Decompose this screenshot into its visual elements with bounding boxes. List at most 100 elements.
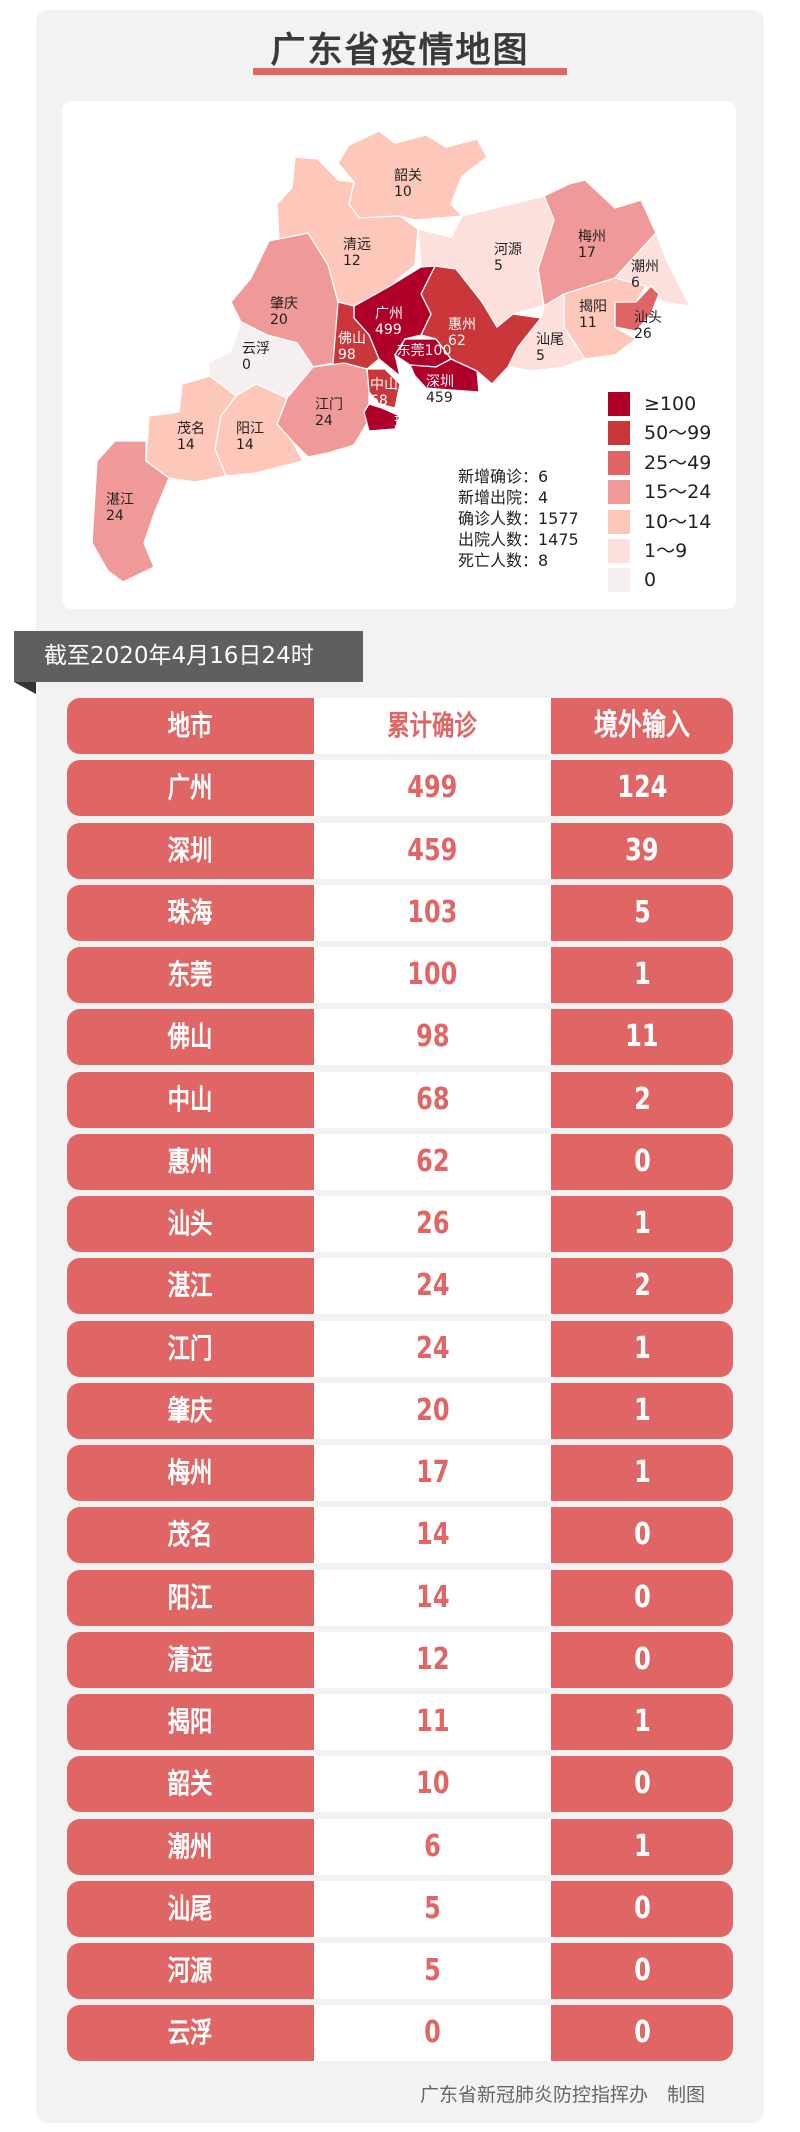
cell-text: 中山 [168,1082,213,1116]
cell-text: 揭阳 [168,1705,213,1738]
cell-text: 肇庆 [168,1393,213,1427]
table-row: 梅州 17 1 [67,1445,733,1501]
region-name: 茂名 [177,421,205,437]
region-count: 26 [634,326,652,342]
table-row: 韶关 10 0 [67,1756,733,1813]
cell-text: 1 [633,1704,651,1739]
map-label-qingyuan: 清远 12 [343,237,371,269]
map-stats: 新增确诊：6 新增出院：4 确诊人数：1577 出院人数：1475 死亡人数：8 [458,466,579,571]
cell-confirmed: 100 [314,947,551,1003]
legend-swatch [608,539,630,563]
cell-confirmed: 12 [314,1631,551,1688]
region-count: 100 [424,343,452,359]
map-label-meizhou: 梅州 17 [578,229,606,261]
cell-text: 阳江 [168,1580,213,1614]
cell-confirmed: 14 [314,1507,551,1564]
cell-text: 0 [424,2015,441,2051]
cell-confirmed: 5 [314,1880,551,1937]
cell-text: 0 [633,1579,651,1615]
cell-text: 潮州 [168,1829,213,1863]
cell-city: 江门 [67,1320,314,1377]
stat-new-confirmed: 新增确诊：6 [458,467,549,486]
cell-text: 东莞 [168,958,213,991]
cell-text: 0 [633,1517,651,1553]
cell-text: 24 [415,1268,450,1304]
legend-swatch [608,450,630,475]
cell-confirmed: 499 [314,760,551,817]
cell-city: 中山 [67,1071,314,1128]
cell-text: 佛山 [168,1020,213,1054]
cell-confirmed: 14 [314,1569,551,1626]
table-row: 汕头 26 1 [67,1196,733,1252]
cell-imported: 0 [551,1880,733,1937]
region-count: 98 [338,347,356,363]
cell-text: 江门 [168,1331,213,1365]
cell-imported: 0 [551,2005,733,2062]
region-count: 14 [177,437,195,453]
region-name: 阳江 [236,421,264,437]
cell-text: 深圳 [168,833,213,867]
cell-text: 汕头 [168,1207,213,1240]
cell-imported: 0 [551,1631,733,1688]
region-count: 5 [536,348,545,364]
table-row: 云浮 0 0 [67,2005,733,2062]
cell-imported: 0 [551,1133,733,1190]
cell-text: 1 [633,1330,651,1366]
region-name: 江门 [315,397,343,413]
table-row: 阳江 14 0 [67,1569,733,1626]
cell-text: 68 [415,1081,450,1117]
table-row: 肇庆 20 1 [67,1382,733,1439]
cell-text: 100 [407,957,458,992]
region-name: 惠州 [448,317,476,333]
cell-confirmed: 24 [314,1258,551,1315]
cell-city: 东莞 [67,947,314,1003]
cell-imported: 5 [551,884,733,941]
cell-text: 5 [424,1890,441,1926]
cell-city: 佛山 [67,1009,314,1066]
region-count: 5 [494,258,503,274]
table-row: 珠海 103 5 [67,884,733,941]
region-qingyuan [276,156,419,307]
cell-imported: 0 [551,1756,733,1813]
region-name: 汕尾 [536,332,564,348]
legend-label: 25～49 [644,451,712,474]
legend-label: 1～9 [644,540,688,562]
cell-city: 广州 [67,760,314,817]
cell-text: 1 [633,1392,651,1428]
cell-text: 6 [424,1828,441,1864]
title-underline [253,68,567,75]
cell-city: 揭阳 [67,1694,314,1750]
date-banner: 截至2020年4月16日24时 [14,631,363,682]
map-label-jieyang: 揭阳 11 [579,299,607,331]
cell-text: 11 [625,1019,659,1055]
legend-swatch [608,392,630,416]
map-label-foshan: 佛山 98 [338,331,366,363]
cell-text: 12 [415,1641,450,1677]
cell-text: 汕尾 [168,1891,213,1925]
cell-imported: 124 [551,760,733,817]
header-city: 地市 [67,698,314,754]
map-label-shaoguan: 韶关 10 [394,168,422,200]
map-label-chaozhou: 潮州 6 [631,259,659,291]
cell-text: 1 [633,1455,651,1490]
region-count: 17 [578,245,596,261]
cell-confirmed: 10 [314,1756,551,1813]
region-count: 459 [426,390,453,406]
cell-text: 云浮 [168,2016,213,2050]
region-count: 24 [315,413,333,429]
cell-text: 珠海 [168,895,213,929]
region-count: 6 [631,275,640,291]
cell-city: 珠海 [67,884,314,941]
cell-text: 2 [633,1081,651,1117]
cell-confirmed: 17 [314,1445,551,1501]
cell-text: 24 [415,1330,450,1366]
map-label-heyuan: 河源 5 [494,242,522,274]
map-label-zhuhai: 珠海 103 [394,415,422,447]
cell-city: 潮州 [67,1818,314,1875]
region-name: 广州 [375,306,403,322]
cell-text: 5 [633,894,651,930]
stat-discharged-total: 出院人数：1475 [458,530,579,549]
cell-text: 20 [415,1392,450,1428]
cell-imported: 1 [551,1320,733,1377]
cell-text: 1 [633,957,651,992]
